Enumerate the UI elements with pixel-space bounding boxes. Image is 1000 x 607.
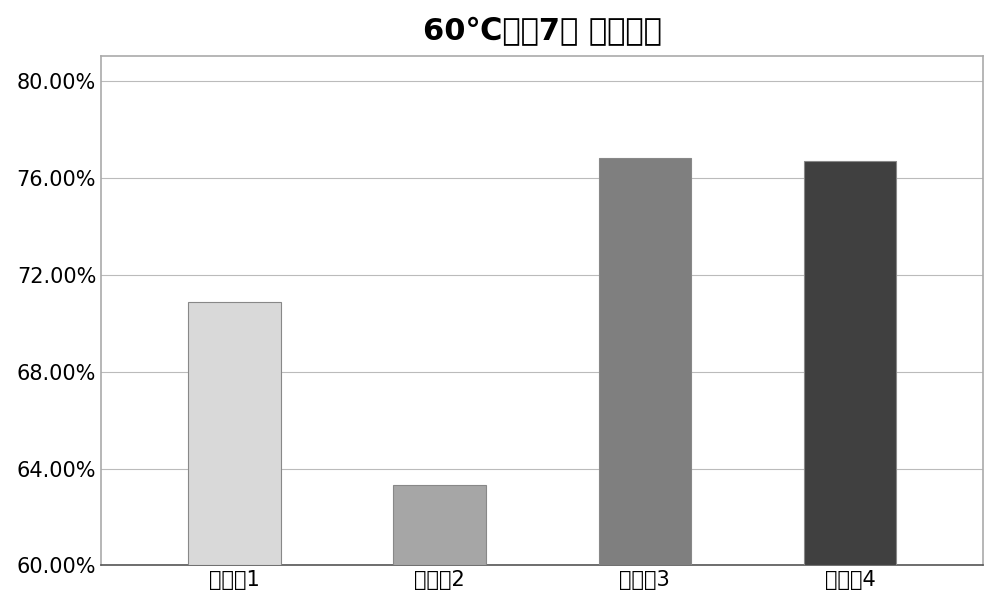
Title: 60℃存储7天 残余容量: 60℃存储7天 残余容量 [423,16,662,46]
Bar [804,161,896,566]
Bar [188,302,281,566]
Bar [393,486,486,566]
Bar [599,158,691,566]
